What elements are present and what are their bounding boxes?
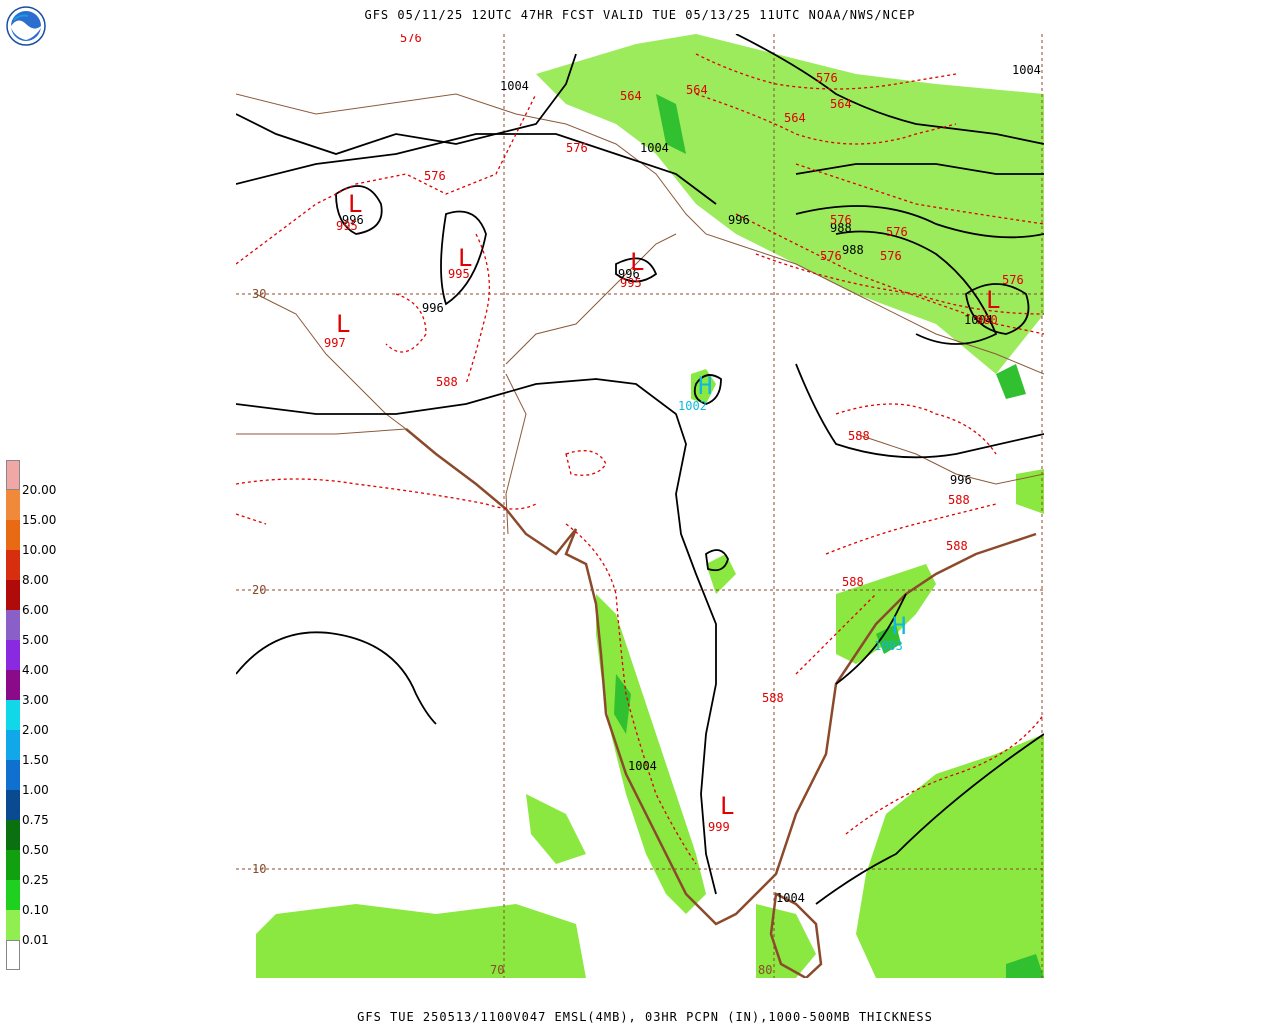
legend-swatch — [6, 460, 20, 490]
legend-swatch — [6, 940, 20, 970]
lon-label-80: 80 — [758, 963, 772, 977]
thickness-label: 588 — [842, 575, 864, 589]
thickness-label: 564 — [830, 97, 852, 111]
legend-label: 10.00 — [22, 543, 57, 557]
low-value: 980 — [976, 313, 998, 327]
lat-label-10: 10 — [252, 862, 266, 876]
legend-swatch — [6, 610, 20, 640]
thickness-label: 576 — [880, 249, 902, 263]
legend-label: 0.10 — [22, 903, 49, 917]
low-value: 995 — [620, 276, 642, 290]
low-value: 999 — [708, 820, 730, 834]
legend-swatch — [6, 880, 20, 910]
legend-label: 2.00 — [22, 723, 49, 737]
thickness-label: 588 — [948, 493, 970, 507]
thickness-contours — [236, 53, 1044, 865]
thickness-label: 576 — [886, 225, 908, 239]
coastline — [405, 428, 1037, 978]
legend-swatch — [6, 580, 20, 610]
legend-swatch — [6, 520, 20, 550]
legend-label: 8.00 — [22, 573, 49, 587]
pressure-center-markers: L L L L L L H H — [336, 190, 1000, 820]
isobar-label: 988 — [830, 221, 852, 235]
map-title: GFS 05/11/25 12UTC 47HR FCST VALID TUE 0… — [364, 8, 916, 22]
isobar-label: 1004 — [1012, 63, 1041, 77]
legend-label: 1.00 — [22, 783, 49, 797]
legend-swatch — [6, 670, 20, 700]
weather-map: 30 20 10 70 80 1004 1004 996 996 996 988… — [236, 34, 1044, 978]
thickness-label: 576 — [1002, 273, 1024, 287]
thickness-label: 576 — [400, 34, 422, 45]
isobar-label: 1004 — [964, 313, 993, 327]
legend-label: 0.25 — [22, 873, 49, 887]
thickness-label: 588 — [946, 539, 968, 553]
thickness-label: 588 — [436, 375, 458, 389]
low-value: 995 — [336, 219, 358, 233]
legend-swatch — [6, 760, 20, 790]
low-center: L — [458, 244, 472, 272]
thickness-label: 576 — [816, 71, 838, 85]
low-center: L — [336, 310, 350, 338]
low-center: L — [986, 286, 1000, 314]
isobar-label: 1004 — [776, 891, 805, 905]
low-center: L — [720, 792, 734, 820]
isobar-label: 996 — [950, 473, 972, 487]
thickness-label: 576 — [566, 141, 588, 155]
isobar-label: 996 — [618, 267, 640, 281]
isobar-label: 996 — [342, 213, 364, 227]
isobars — [236, 34, 1044, 905]
thickness-label: 564 — [784, 111, 806, 125]
legend-label: 0.50 — [22, 843, 49, 857]
low-value: 995 — [448, 267, 470, 281]
high-value: 1002 — [678, 399, 707, 413]
low-value: 997 — [324, 336, 346, 350]
thickness-label: 588 — [762, 691, 784, 705]
isobar-label: 996 — [728, 213, 750, 227]
country-borders — [236, 93, 1044, 535]
isobar-label: 1004 — [628, 759, 657, 773]
legend-label: 15.00 — [22, 513, 57, 527]
thickness-label: 588 — [848, 429, 870, 443]
high-center: H — [698, 372, 712, 400]
high-center: H — [892, 612, 906, 640]
low-center: L — [348, 190, 362, 218]
legend-label: 0.75 — [22, 813, 49, 827]
legend-swatch — [6, 490, 20, 520]
legend-swatch — [6, 640, 20, 670]
legend-label: 3.00 — [22, 693, 49, 707]
high-value: 1003 — [874, 639, 903, 653]
thickness-label: 576 — [424, 169, 446, 183]
legend-label: 20.00 — [22, 483, 57, 497]
isobar-label: 1004 — [640, 141, 669, 155]
legend-swatch — [6, 550, 20, 580]
legend-label: 1.50 — [22, 753, 49, 767]
legend-swatch — [6, 910, 20, 940]
noaa-logo-icon — [6, 6, 46, 46]
isobar-label: 996 — [422, 301, 444, 315]
isobar-label: 988 — [842, 243, 864, 257]
lon-label-70: 70 — [490, 963, 504, 977]
legend-label: 4.00 — [22, 663, 49, 677]
legend-label: 0.01 — [22, 933, 49, 947]
thickness-label: 564 — [620, 89, 642, 103]
legend-swatch — [6, 820, 20, 850]
map-footer: GFS TUE 250513/1100V047 EMSL(4MB), 03HR … — [357, 1010, 933, 1024]
legend-label: 5.00 — [22, 633, 49, 647]
thickness-label: 576 — [820, 249, 842, 263]
legend-swatch — [6, 700, 20, 730]
lat-label-30: 30 — [252, 287, 266, 301]
precipitation-heavy — [614, 94, 1044, 978]
legend-swatch — [6, 790, 20, 820]
thickness-label: 564 — [686, 83, 708, 97]
legend-swatch — [6, 850, 20, 880]
low-center: L — [630, 248, 644, 276]
lat-lon-grid — [236, 34, 1044, 978]
legend-swatch — [6, 730, 20, 760]
legend-label: 6.00 — [22, 603, 49, 617]
precipitation-legend — [6, 460, 20, 972]
isobar-label: 1004 — [500, 79, 529, 93]
thickness-label: 576 — [830, 213, 852, 227]
lat-label-20: 20 — [252, 583, 266, 597]
